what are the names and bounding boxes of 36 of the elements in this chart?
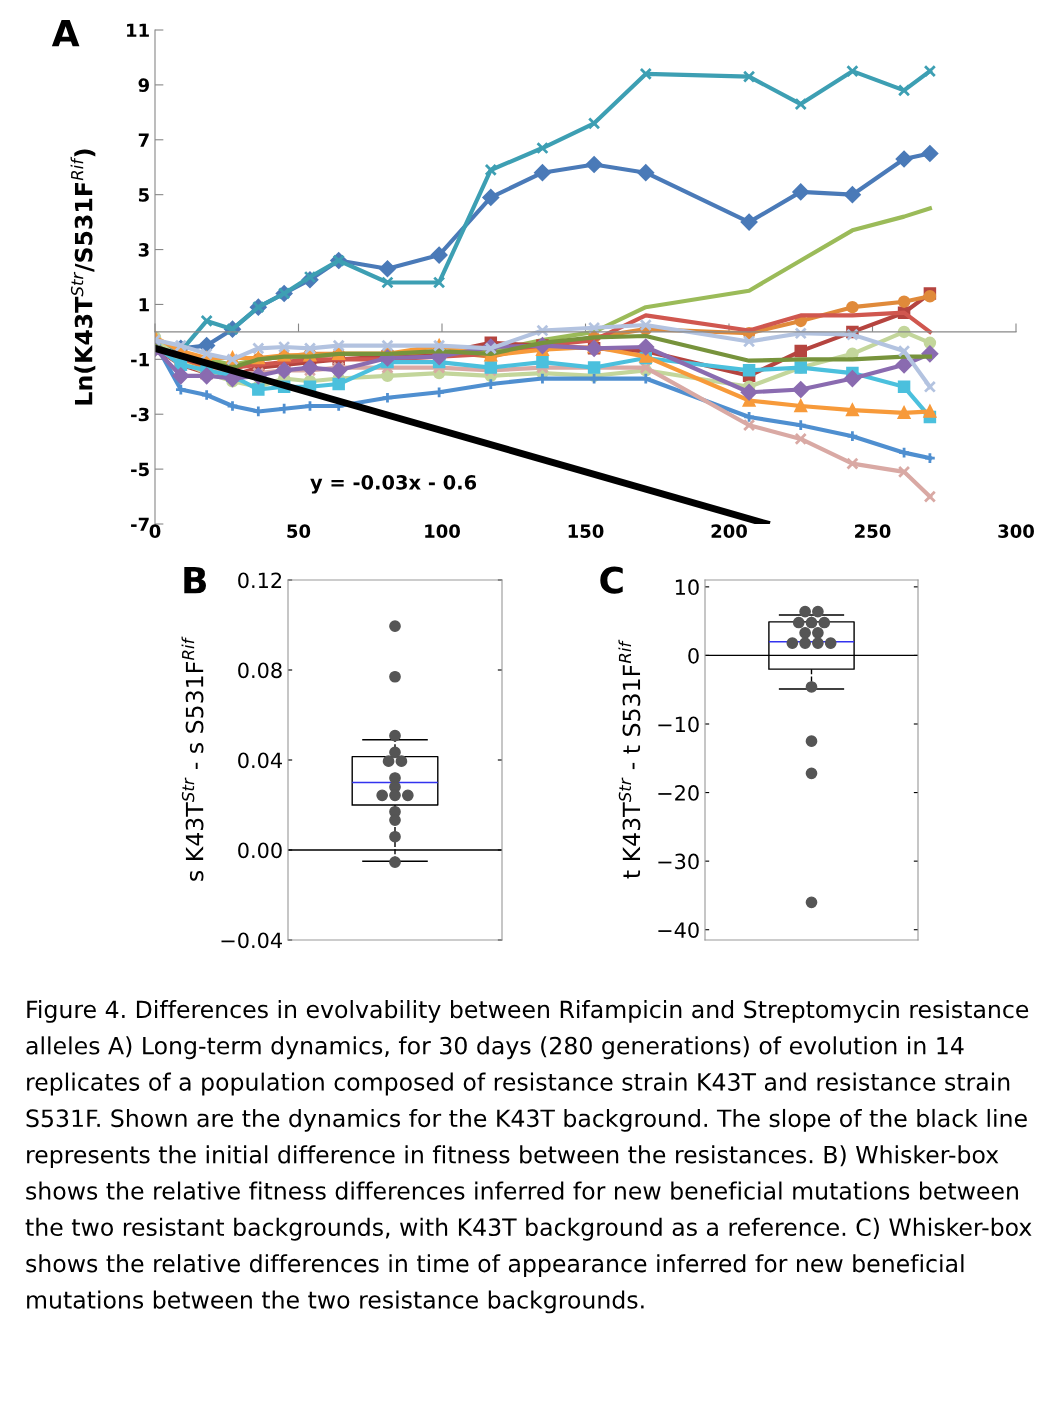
y-tick-label: −10: [658, 716, 699, 733]
y-tick-label: 11: [127, 23, 149, 37]
y-tick-label: 9: [138, 78, 149, 93]
y-tick-label: −20: [658, 785, 699, 801]
y-tick-label: -1: [131, 353, 149, 367]
x-tick-label: 150: [568, 524, 604, 538]
chart-title: B: [184, 566, 206, 594]
annotation: y = -0.03x - 0.6: [310, 474, 477, 494]
y-tick-label: -3: [131, 407, 149, 422]
x-tick-label: 200: [711, 524, 747, 538]
y-tick-label: 0.08: [238, 662, 282, 679]
y-axis-title: t K43T$^{Str}$ - t S531F$^{Rif}$: [618, 639, 641, 879]
y-tick-label: 10: [675, 579, 699, 596]
y-tick-label: 0.00: [238, 842, 282, 859]
y-tick-label: 0: [688, 647, 699, 664]
y-tick-label: −40: [658, 922, 699, 938]
y-tick-label: −30: [658, 853, 699, 870]
chart-title: A: [51, 20, 80, 47]
y-tick-label: -5: [131, 462, 149, 477]
chart-title: C: [600, 566, 623, 594]
y-tick-label: 0.12: [238, 572, 282, 589]
y-tick-label: 1: [139, 298, 149, 312]
y-tick-label: 3: [138, 243, 149, 257]
x-tick-label: 100: [425, 524, 460, 538]
y-tick-label: 5: [138, 188, 149, 202]
y-axis-title: s K43T$^{Str}$ - s S531F$^{Rif}$: [181, 636, 204, 881]
y-tick-label: -7: [131, 517, 149, 531]
y-tick-label: −0.04: [221, 932, 282, 949]
text: Figure 4. Differences in evolvability between Rifampicin and Streptomycin resistance alleles A) Long-term dynamics, for 30 days (280 generations) of evolution in 14 replicates of a population composed of resistance strain K43T and resistance strain S531F. Shown are the dynamics for the K43T background. The slope of the black line represents the initial difference in fitness between the resistances. B) Whisker-box shows the relative fitness differences inferred for new beneficial mutations between the two resistant backgrounds, with K43T background as a reference. C) Whisker-box shows the relative differences in time of appearance inferred for new beneficial mutations between the two resistance backgrounds.: [25, 1000, 1032, 1314]
y-tick-label: 0.04: [238, 752, 282, 769]
y-axis-title: Ln(K43T$^{Str}$/S531F$^{Rif}$): [70, 149, 96, 405]
x-tick-label: 50: [287, 524, 311, 538]
y-tick-label: 7: [138, 133, 149, 147]
x-tick-label: 250: [855, 524, 891, 538]
x-tick-label: 300: [998, 524, 1034, 538]
x-tick-label: 0: [149, 524, 161, 538]
